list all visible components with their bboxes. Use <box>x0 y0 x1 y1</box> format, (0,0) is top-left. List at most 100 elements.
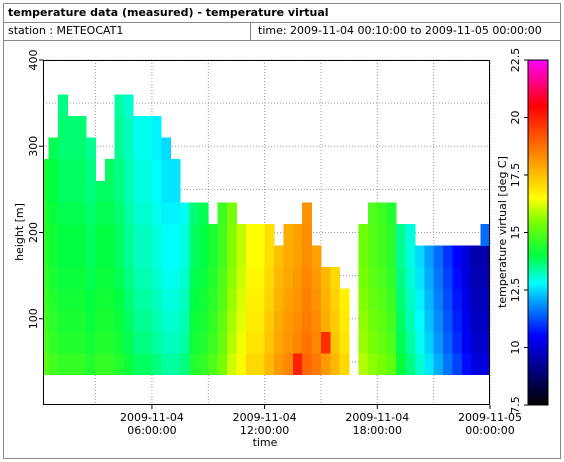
cell <box>76 288 87 311</box>
cell <box>358 267 369 289</box>
cell <box>217 310 228 333</box>
cell <box>471 245 482 268</box>
cell <box>95 267 106 289</box>
cell <box>161 202 172 225</box>
cell <box>471 310 482 333</box>
cell <box>95 202 106 225</box>
cell <box>48 288 59 311</box>
cell <box>170 331 181 354</box>
colorbar <box>527 59 549 406</box>
cell <box>170 180 181 203</box>
cell <box>264 288 275 311</box>
cell <box>198 288 209 311</box>
cell <box>377 331 388 354</box>
cell <box>95 353 106 376</box>
cell <box>43 288 50 311</box>
cell <box>180 267 190 289</box>
cell <box>302 245 312 268</box>
cell <box>217 288 228 311</box>
cell <box>396 353 406 376</box>
cell <box>274 267 284 289</box>
cell <box>43 223 50 246</box>
cell <box>161 180 172 203</box>
cell <box>405 267 416 289</box>
cell <box>208 310 219 333</box>
cell <box>208 223 219 246</box>
cell <box>86 288 96 311</box>
cell <box>133 288 143 311</box>
cell <box>452 245 463 268</box>
cell <box>461 288 472 311</box>
cell <box>367 331 378 354</box>
cell <box>114 353 125 376</box>
cell <box>114 331 125 354</box>
cell <box>189 223 200 246</box>
cell <box>377 202 388 225</box>
cell <box>302 331 312 354</box>
cell <box>142 267 153 289</box>
cell <box>330 310 341 333</box>
cell <box>114 223 125 246</box>
cell <box>123 137 134 160</box>
y-tick-label: 100 <box>27 308 40 329</box>
cell <box>48 353 59 376</box>
cell <box>123 245 134 268</box>
cell <box>170 353 181 376</box>
cell <box>161 288 172 311</box>
cell <box>180 223 190 246</box>
cell <box>86 245 96 268</box>
cell <box>95 223 106 246</box>
cell <box>264 223 275 246</box>
cell <box>161 159 172 182</box>
cell <box>123 331 134 354</box>
cell <box>198 353 209 376</box>
cell <box>189 353 200 376</box>
cell <box>161 223 172 246</box>
cell <box>236 310 247 333</box>
cell <box>471 288 482 311</box>
x-tick-label: 2009-11-04 12:00:00 <box>232 411 297 437</box>
cell <box>443 353 453 376</box>
station: station : METEOCAT1 <box>8 24 123 37</box>
x-tick-label: 2009-11-04 06:00:00 <box>119 411 184 437</box>
cell <box>151 180 162 203</box>
cell <box>377 353 388 376</box>
cell <box>161 331 172 354</box>
cell <box>311 331 322 354</box>
cell <box>208 331 219 354</box>
cell <box>227 331 237 354</box>
y-tick-label: 400 <box>27 50 40 71</box>
cell <box>443 245 453 268</box>
cell <box>217 267 228 289</box>
cell <box>480 267 490 289</box>
cell <box>151 137 162 160</box>
colorbar-tick-label: 22.5 <box>509 48 522 73</box>
colorbar-label: temperature virtual [deg C] <box>496 156 509 308</box>
cell <box>330 331 341 354</box>
cell <box>358 245 369 268</box>
cell <box>123 94 134 117</box>
cell <box>170 245 181 268</box>
cell <box>151 223 162 246</box>
cell <box>95 245 106 268</box>
cell <box>433 310 444 333</box>
cell <box>180 202 190 225</box>
cell <box>339 288 350 311</box>
cell <box>292 353 303 376</box>
cell <box>396 331 406 354</box>
cell <box>227 310 237 333</box>
cell <box>367 353 378 376</box>
cell <box>320 353 331 376</box>
cell <box>58 94 68 117</box>
cell <box>311 310 322 333</box>
cell <box>311 353 322 376</box>
cell <box>339 331 350 354</box>
cell <box>114 94 125 117</box>
cell <box>114 116 125 139</box>
cell <box>104 180 115 203</box>
cell <box>142 331 153 354</box>
cell <box>443 267 453 289</box>
cell <box>405 353 416 376</box>
cell <box>377 245 388 268</box>
